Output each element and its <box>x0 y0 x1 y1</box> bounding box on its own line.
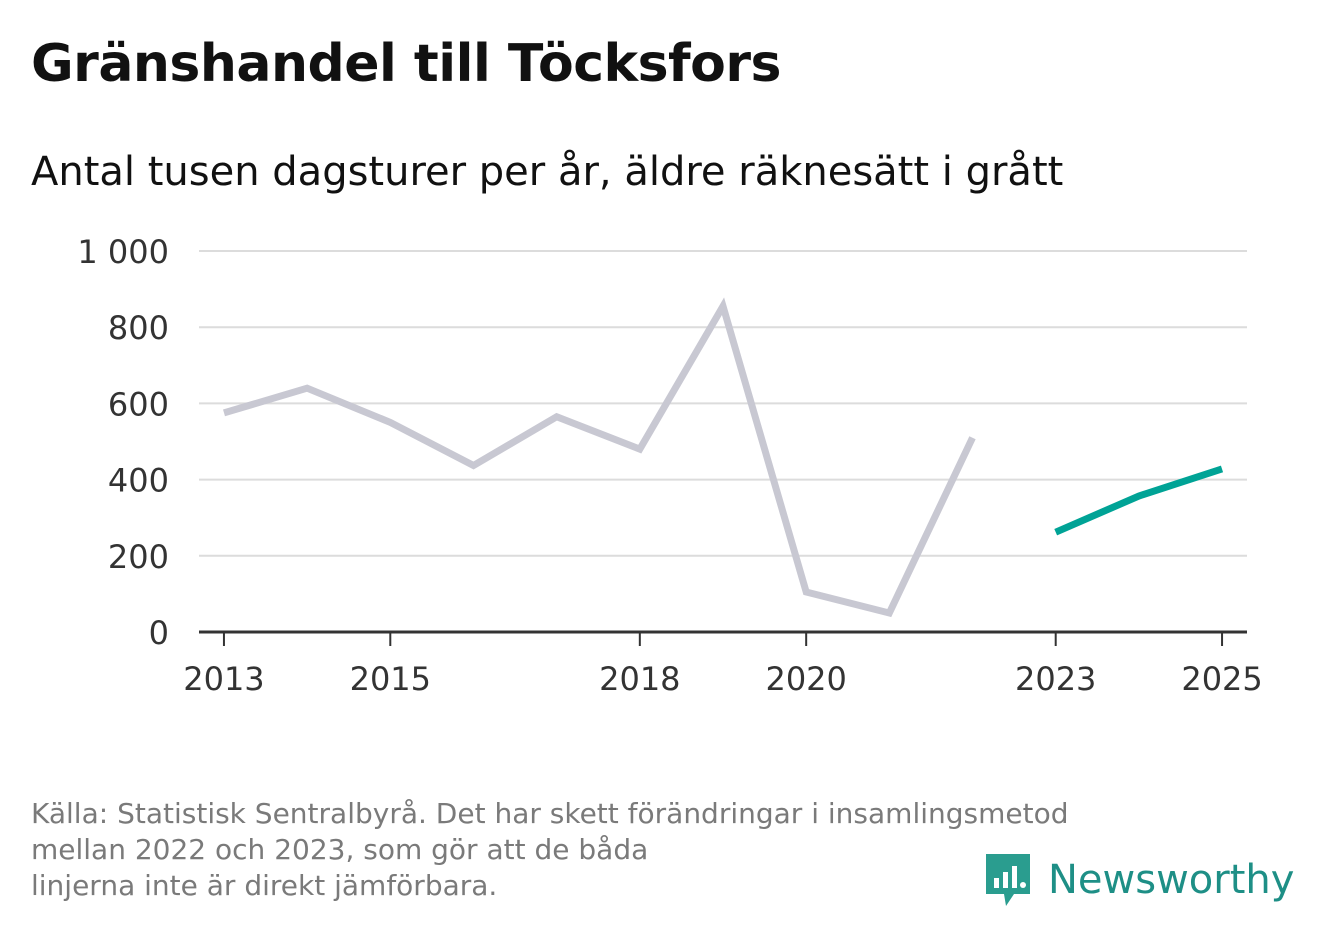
y-tick-label: 200 <box>108 538 169 576</box>
x-tick-label: 2013 <box>183 660 264 698</box>
y-tick-label: 0 <box>149 614 169 652</box>
x-tick-label: 2023 <box>1015 660 1096 698</box>
source-note-line-2: mellan 2022 och 2023, som gör att de båd… <box>31 833 649 866</box>
source-note-line-1: Källa: Statistisk Sentralbyrå. Det har s… <box>31 797 1069 830</box>
y-tick-label: 600 <box>108 385 169 423</box>
y-tick-label: 1 000 <box>77 233 169 271</box>
x-tick-label: 2015 <box>350 660 431 698</box>
series-line-older-method <box>223 297 976 618</box>
newsworthy-logo-icon <box>986 854 1030 906</box>
source-note: Källa: Statistisk Sentralbyrå. Det har s… <box>31 796 1211 904</box>
x-tick-label: 2025 <box>1181 660 1262 698</box>
chart-title: Gränshandel till Töcksfors <box>31 34 782 94</box>
brand-name: Newsworthy <box>1048 857 1295 903</box>
y-tick-label: 400 <box>108 462 169 500</box>
source-note-line-3: linjerna inte är direkt jämförbara. <box>31 869 498 902</box>
newsworthy-logo: Newsworthy <box>982 850 1294 910</box>
chart-subtitle: Antal tusen dagsturer per år, äldre räkn… <box>31 149 1064 195</box>
x-tick-label: 2020 <box>765 660 846 698</box>
x-tick-label: 2018 <box>599 660 680 698</box>
series-line-new-method <box>1054 465 1224 536</box>
y-tick-label: 800 <box>108 309 169 347</box>
